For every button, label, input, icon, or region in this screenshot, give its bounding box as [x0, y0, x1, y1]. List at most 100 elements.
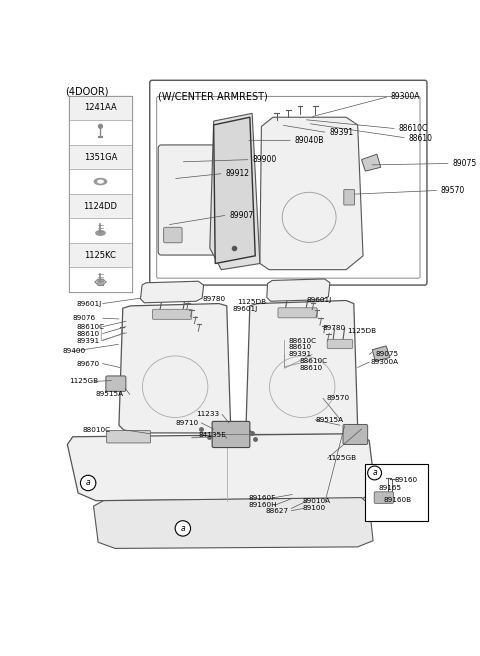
- Text: 89710: 89710: [175, 420, 198, 426]
- Polygon shape: [119, 304, 230, 433]
- Text: 88610C: 88610C: [398, 124, 428, 133]
- Polygon shape: [141, 281, 204, 303]
- Circle shape: [98, 125, 102, 128]
- Bar: [365, 464, 429, 522]
- Text: 89300A: 89300A: [371, 359, 399, 365]
- Text: (4DOOR): (4DOOR): [65, 87, 108, 96]
- Polygon shape: [267, 279, 330, 301]
- Text: 89780: 89780: [323, 325, 346, 331]
- Text: 89670: 89670: [77, 361, 100, 367]
- Text: 88610C: 88610C: [77, 323, 105, 330]
- FancyBboxPatch shape: [278, 308, 317, 318]
- FancyBboxPatch shape: [106, 376, 126, 392]
- Bar: [69, 218, 132, 243]
- Polygon shape: [246, 300, 358, 434]
- Text: 1125KC: 1125KC: [84, 251, 117, 260]
- Text: 1125GB: 1125GB: [69, 379, 98, 384]
- Text: 1351GA: 1351GA: [84, 152, 117, 161]
- Text: 89165: 89165: [378, 485, 402, 491]
- Polygon shape: [67, 434, 375, 501]
- Bar: [69, 169, 132, 194]
- Text: 89907: 89907: [229, 211, 253, 220]
- Text: 84135E: 84135E: [198, 432, 226, 438]
- FancyBboxPatch shape: [212, 421, 250, 447]
- Text: 89780: 89780: [202, 296, 225, 302]
- Text: 89075: 89075: [375, 352, 398, 358]
- Polygon shape: [361, 154, 381, 171]
- Bar: [69, 194, 132, 218]
- Text: 89010A: 89010A: [302, 498, 330, 504]
- Circle shape: [368, 466, 382, 480]
- Text: 89160H: 89160H: [248, 502, 277, 508]
- Text: 89391: 89391: [288, 352, 312, 358]
- Text: 89160F: 89160F: [248, 495, 276, 501]
- Ellipse shape: [269, 356, 335, 417]
- Text: 89570: 89570: [441, 186, 465, 195]
- FancyBboxPatch shape: [374, 492, 394, 503]
- Ellipse shape: [143, 356, 208, 417]
- Text: 89300A: 89300A: [391, 92, 420, 101]
- Text: 11233: 11233: [196, 411, 219, 417]
- Bar: [69, 96, 132, 120]
- Bar: [69, 145, 132, 169]
- FancyBboxPatch shape: [158, 145, 222, 255]
- Text: 88610: 88610: [288, 344, 312, 350]
- Text: 1125DB: 1125DB: [348, 328, 377, 335]
- Text: 88627: 88627: [265, 508, 288, 514]
- Text: 89515A: 89515A: [315, 417, 343, 423]
- Text: 1124DD: 1124DD: [84, 201, 118, 211]
- Ellipse shape: [96, 231, 105, 236]
- Ellipse shape: [282, 192, 336, 242]
- Text: a: a: [86, 478, 90, 487]
- FancyBboxPatch shape: [107, 430, 151, 443]
- Text: 89040B: 89040B: [295, 136, 324, 145]
- Text: 89400: 89400: [63, 348, 86, 354]
- Text: 1125DB: 1125DB: [237, 299, 266, 305]
- Text: 88010C: 88010C: [83, 427, 111, 433]
- Text: (W/CENTER ARMREST): (W/CENTER ARMREST): [158, 92, 268, 102]
- Circle shape: [175, 521, 191, 536]
- FancyBboxPatch shape: [156, 96, 420, 278]
- Text: 89075: 89075: [452, 159, 477, 168]
- Text: 89570: 89570: [327, 396, 350, 401]
- Bar: [69, 268, 132, 292]
- Ellipse shape: [94, 178, 107, 184]
- Text: 89515A: 89515A: [96, 392, 124, 398]
- Polygon shape: [260, 117, 363, 270]
- Bar: [69, 96, 132, 292]
- Polygon shape: [372, 346, 390, 361]
- Text: 88610: 88610: [300, 365, 323, 371]
- Text: 88610C: 88610C: [288, 338, 316, 344]
- Text: 1241AA: 1241AA: [84, 104, 117, 112]
- Text: 89601J: 89601J: [306, 297, 331, 304]
- Text: 88610: 88610: [77, 331, 100, 337]
- FancyBboxPatch shape: [344, 190, 355, 205]
- Text: 89601J: 89601J: [77, 300, 102, 306]
- Circle shape: [97, 279, 104, 285]
- Bar: [69, 120, 132, 145]
- FancyBboxPatch shape: [164, 228, 182, 243]
- Circle shape: [81, 475, 96, 491]
- Ellipse shape: [98, 180, 103, 183]
- FancyBboxPatch shape: [327, 339, 353, 348]
- Text: 89391: 89391: [77, 338, 100, 344]
- Text: 89160B: 89160B: [383, 497, 411, 503]
- Polygon shape: [214, 117, 255, 264]
- FancyBboxPatch shape: [153, 310, 192, 319]
- Text: 88610C: 88610C: [300, 358, 328, 364]
- Text: 88610: 88610: [408, 134, 432, 142]
- Text: a: a: [180, 524, 185, 533]
- Text: a: a: [372, 468, 377, 478]
- Text: 89601J: 89601J: [232, 306, 257, 312]
- FancyBboxPatch shape: [150, 80, 427, 285]
- Text: 89900: 89900: [252, 155, 276, 164]
- Bar: [69, 243, 132, 268]
- Text: 89076: 89076: [73, 315, 96, 321]
- FancyBboxPatch shape: [343, 424, 368, 445]
- Text: 89160: 89160: [395, 477, 418, 483]
- Text: 89912: 89912: [225, 169, 249, 178]
- Text: 1125GB: 1125GB: [328, 455, 357, 461]
- Text: 89391: 89391: [329, 128, 353, 137]
- Polygon shape: [210, 113, 260, 270]
- Polygon shape: [94, 498, 373, 548]
